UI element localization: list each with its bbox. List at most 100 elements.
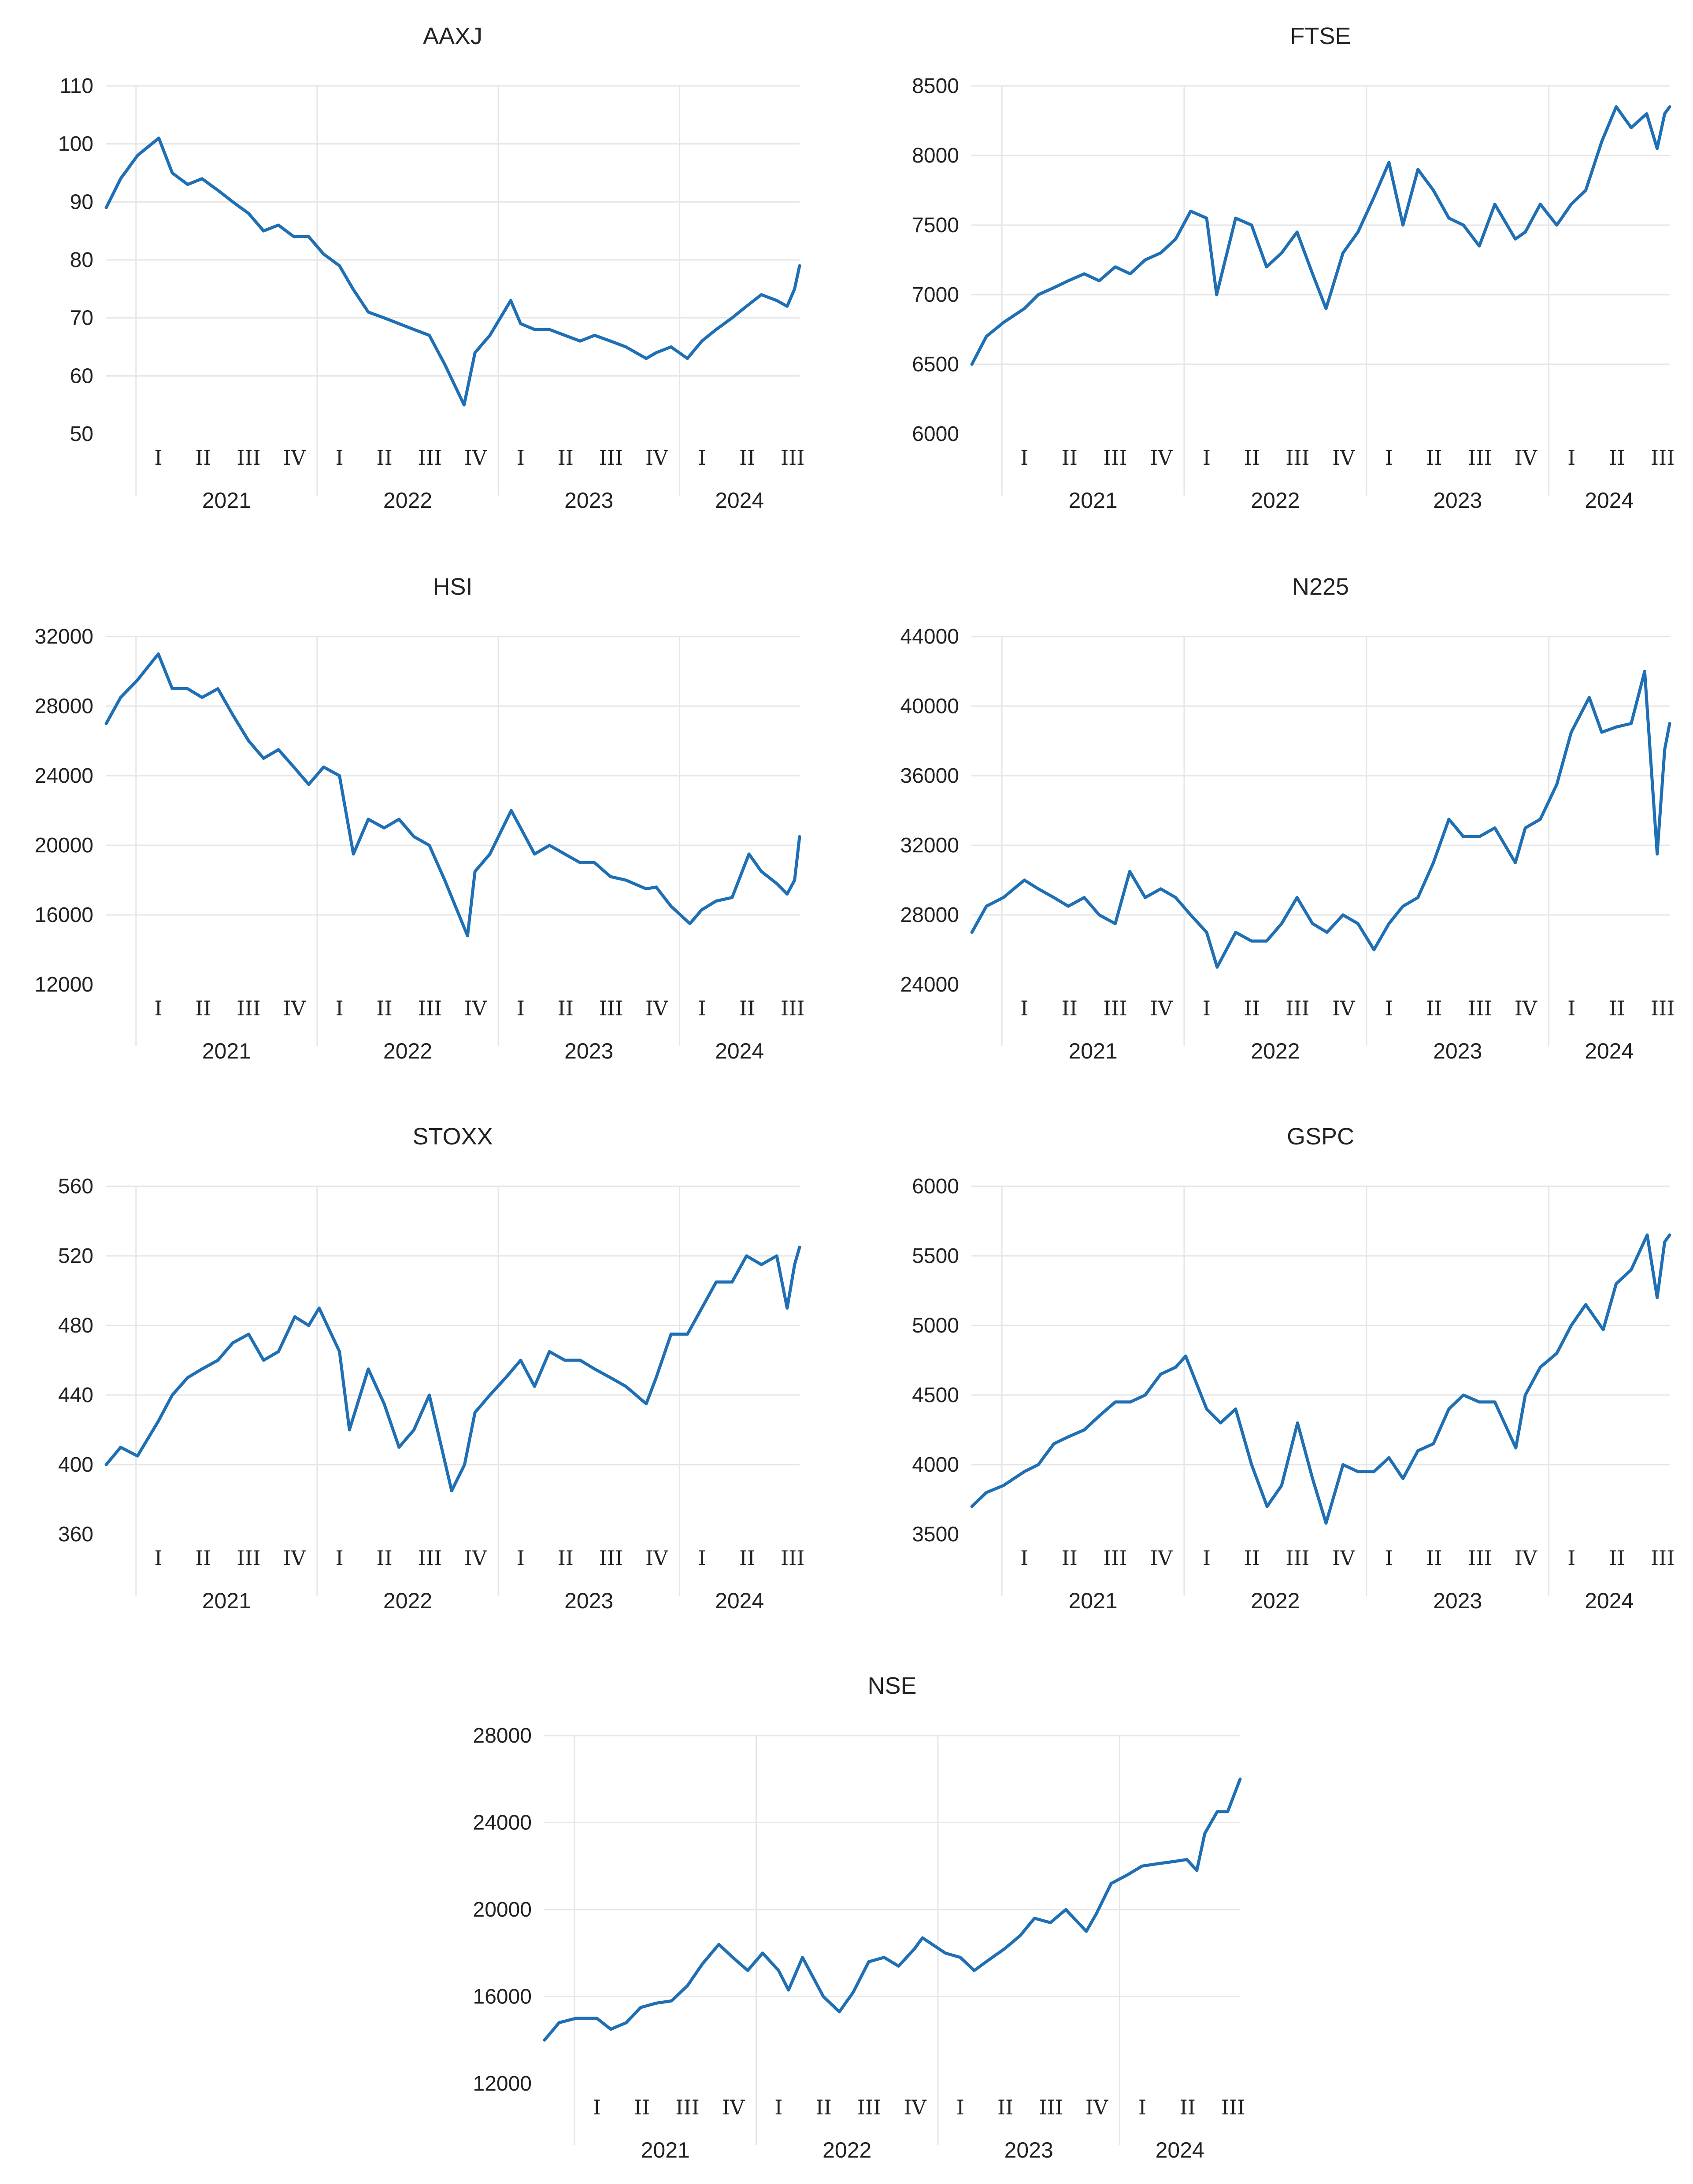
year-tick-label: 2023	[564, 1039, 613, 1063]
y-tick-label: 28000	[473, 1724, 532, 1747]
year-tick-label: 2024	[1585, 488, 1634, 513]
y-tick-label: 3500	[912, 1523, 959, 1546]
quarter-tick-label: I	[1385, 996, 1393, 1020]
quarter-tick-label: IV	[722, 2095, 745, 2119]
year-tick-label: 2024	[1585, 1588, 1634, 1613]
y-tick-label: 4000	[912, 1453, 959, 1477]
y-tick-label: 100	[58, 133, 93, 156]
year-tick-label: 2022	[822, 2138, 871, 2162]
quarter-tick-label: IV	[645, 996, 668, 1020]
year-tick-label: 2022	[383, 488, 432, 513]
quarter-tick-label: IV	[1150, 1546, 1173, 1570]
y-tick-label: 16000	[473, 1985, 532, 2009]
chart-title: HSI	[433, 574, 472, 600]
quarter-tick-label: III	[599, 1546, 623, 1570]
y-tick-label: 20000	[35, 834, 93, 857]
year-tick-label: 2021	[641, 2138, 690, 2162]
quarter-tick-label: III	[781, 1546, 805, 1570]
quarter-tick-label: III	[418, 1546, 442, 1570]
y-tick-label: 12000	[35, 973, 93, 996]
quarter-tick-label: I	[1203, 1546, 1211, 1570]
year-tick-label: 2023	[1433, 488, 1482, 513]
y-tick-label: 24000	[473, 1811, 532, 1835]
chart-title: FTSE	[1290, 23, 1351, 49]
y-tick-label: 7000	[912, 283, 959, 307]
quarter-tick-label: IV	[1332, 996, 1355, 1020]
quarter-tick-label: I	[1203, 446, 1211, 470]
quarter-tick-label: III	[1651, 446, 1675, 470]
y-tick-label: 6500	[912, 353, 959, 376]
quarter-tick-label: III	[599, 996, 623, 1020]
quarter-tick-label: II	[1426, 996, 1442, 1020]
y-tick-label: 110	[59, 74, 93, 98]
y-tick-label: 4500	[912, 1384, 959, 1407]
year-tick-label: 2021	[1068, 488, 1117, 513]
quarter-tick-label: II	[1062, 446, 1078, 470]
y-tick-label: 60	[70, 364, 93, 388]
year-tick-label: 2022	[1251, 1588, 1300, 1613]
y-tick-label: 36000	[900, 764, 959, 788]
quarter-tick-label: III	[1285, 446, 1310, 470]
quarter-tick-label: III	[1468, 996, 1492, 1020]
quarter-tick-label: III	[599, 446, 623, 470]
y-tick-label: 28000	[900, 903, 959, 927]
quarter-tick-label: III	[1103, 446, 1127, 470]
quarter-tick-label: I	[698, 1546, 706, 1570]
year-tick-label: 2023	[564, 1588, 613, 1613]
quarter-tick-label: I	[1385, 446, 1393, 470]
quarter-tick-label: III	[418, 996, 442, 1020]
chart-title: STOXX	[412, 1123, 493, 1150]
y-tick-label: 12000	[473, 2072, 532, 2095]
chart-title: AAXJ	[423, 23, 482, 49]
quarter-tick-label: I	[154, 996, 162, 1020]
quarter-tick-label: III	[781, 446, 805, 470]
year-tick-label: 2023	[1433, 1588, 1482, 1613]
quarter-tick-label: II	[815, 2095, 831, 2119]
quarter-tick-label: IV	[1150, 446, 1173, 470]
quarter-tick-label: I	[1020, 996, 1028, 1020]
quarter-tick-label: II	[1244, 1546, 1260, 1570]
quarter-tick-label: IV	[1515, 446, 1537, 470]
quarter-tick-label: III	[1103, 996, 1127, 1020]
quarter-tick-label: IV	[904, 2095, 926, 2119]
y-tick-label: 5500	[912, 1244, 959, 1268]
quarter-tick-label: I	[154, 1546, 162, 1570]
y-tick-label: 6000	[912, 1175, 959, 1198]
year-tick-label: 2023	[1433, 1039, 1482, 1063]
year-tick-label: 2024	[1156, 2138, 1204, 2162]
year-tick-label: 2022	[383, 1039, 432, 1063]
quarter-tick-label: II	[1426, 446, 1442, 470]
quarter-tick-label: III	[857, 2095, 882, 2119]
y-tick-label: 8500	[912, 74, 959, 98]
quarter-tick-label: IV	[645, 446, 668, 470]
y-tick-label: 40000	[900, 695, 959, 718]
y-tick-label: 80	[70, 248, 93, 272]
quarter-tick-label: IV	[1332, 446, 1355, 470]
quarter-tick-label: I	[1138, 2095, 1146, 2119]
quarter-tick-label: I	[1567, 1546, 1575, 1570]
quarter-tick-label: IV	[1085, 2095, 1108, 2119]
quarter-tick-label: I	[517, 446, 525, 470]
quarter-tick-label: II	[1180, 2095, 1196, 2119]
quarter-tick-label: II	[376, 996, 392, 1020]
quarter-tick-label: IV	[1515, 996, 1537, 1020]
year-tick-label: 2022	[1251, 488, 1300, 513]
year-tick-label: 2024	[715, 1588, 764, 1613]
quarter-tick-label: I	[698, 446, 706, 470]
quarter-tick-label: III	[1039, 2095, 1063, 2119]
y-tick-label: 560	[58, 1175, 93, 1198]
quarter-tick-label: II	[634, 2095, 650, 2119]
quarter-tick-label: II	[376, 446, 392, 470]
y-tick-label: 50	[70, 422, 93, 446]
quarter-tick-label: I	[1567, 446, 1575, 470]
quarter-tick-label: IV	[464, 446, 487, 470]
quarter-tick-label: II	[1609, 1546, 1625, 1570]
series-line	[970, 1233, 1671, 1525]
quarter-tick-label: II	[376, 1546, 392, 1570]
quarter-tick-label: IV	[645, 1546, 668, 1570]
